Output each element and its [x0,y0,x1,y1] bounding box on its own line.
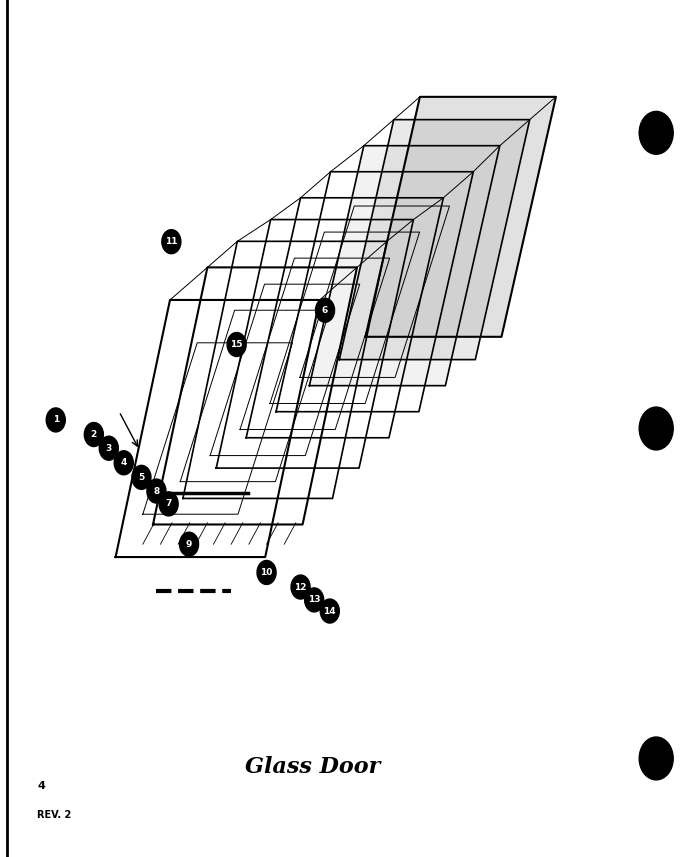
Polygon shape [309,146,500,386]
Text: 6: 6 [322,306,328,315]
Circle shape [639,737,673,780]
Circle shape [147,479,166,503]
Text: REV. 2: REV. 2 [37,810,71,820]
Text: Glass Door: Glass Door [245,756,381,778]
Circle shape [99,436,118,460]
Text: 3: 3 [105,444,112,452]
Circle shape [305,588,324,612]
Text: 1: 1 [52,416,59,424]
Text: 12: 12 [294,583,307,591]
Text: 2: 2 [90,430,97,439]
Polygon shape [339,120,530,360]
Circle shape [316,298,335,322]
Text: 7: 7 [165,500,172,508]
Text: 15: 15 [231,340,243,349]
Circle shape [639,407,673,450]
Text: 14: 14 [324,607,336,615]
Circle shape [46,408,65,432]
Text: 11: 11 [165,237,177,246]
Circle shape [84,423,103,446]
Circle shape [162,230,181,254]
Circle shape [639,111,673,154]
Circle shape [227,333,246,357]
Circle shape [291,575,310,599]
Text: 4: 4 [120,458,127,467]
Text: 10: 10 [260,568,273,577]
Polygon shape [366,97,556,337]
Circle shape [257,560,276,584]
Text: 8: 8 [153,487,160,495]
Text: 5: 5 [138,473,145,482]
Text: 13: 13 [308,596,320,604]
Circle shape [114,451,133,475]
Circle shape [159,492,178,516]
Circle shape [132,465,151,489]
Text: 9: 9 [186,540,192,548]
Text: 4: 4 [37,781,46,791]
Circle shape [180,532,199,556]
Circle shape [320,599,339,623]
